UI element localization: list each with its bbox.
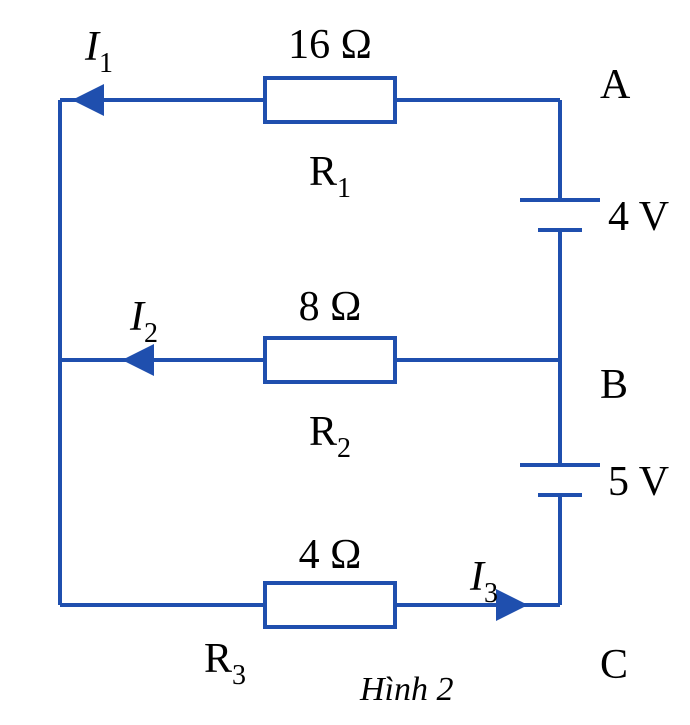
resistor-r2: [265, 338, 395, 382]
current-i1-label: I1: [84, 24, 113, 79]
resistor-r3-value: 4 Ω: [299, 532, 362, 578]
battery-1-label: 4 V: [608, 194, 669, 240]
figure-caption: Hình 2: [359, 671, 454, 708]
resistor-r2-value: 8 Ω: [299, 284, 362, 330]
resistor-r1-name: R1: [309, 149, 351, 204]
resistor-r2-name: R2: [309, 409, 351, 464]
resistor-r3: [265, 583, 395, 627]
resistor-r3-name: R3: [204, 636, 246, 691]
current-i2-label: I2: [129, 294, 158, 349]
circuit-diagram: I1 I2 I3 16 Ω 8 Ω 4 Ω R1 R2 R3 A B C 4 V…: [0, 0, 690, 725]
battery-2-label: 5 V: [608, 459, 669, 505]
node-c-label: C: [600, 642, 628, 688]
resistor-r1: [265, 78, 395, 122]
node-b-label: B: [600, 362, 628, 408]
node-a-label: A: [600, 62, 631, 108]
current-i3-label: I3: [469, 554, 498, 609]
resistor-r1-value: 16 Ω: [288, 22, 372, 68]
